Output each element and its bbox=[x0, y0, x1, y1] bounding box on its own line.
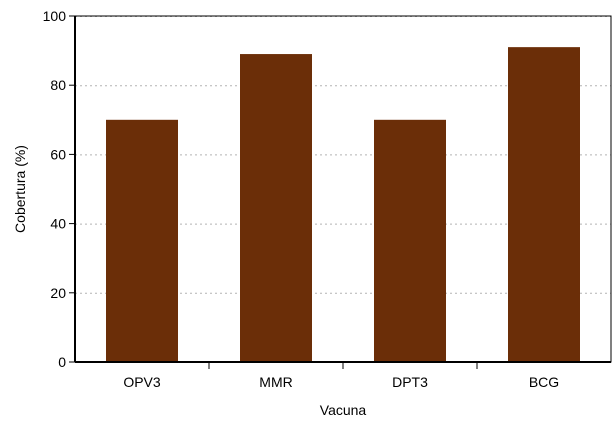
y-tick-label: 0 bbox=[58, 354, 66, 370]
y-axis-title: Cobertura (%) bbox=[12, 145, 28, 233]
bars bbox=[106, 47, 580, 363]
axes: 0 20 40 60 80 100 OPV3 MMR DPT3 BCG bbox=[43, 8, 612, 390]
bar-mmr bbox=[240, 54, 312, 363]
x-tick-label: DPT3 bbox=[392, 374, 428, 390]
y-tick-label: 20 bbox=[50, 285, 66, 301]
bar-dpt3 bbox=[374, 119, 446, 362]
y-tick-label: 40 bbox=[50, 216, 66, 232]
x-tick-label: MMR bbox=[259, 374, 292, 390]
x-tick-label: BCG bbox=[529, 374, 559, 390]
x-tick-label: OPV3 bbox=[123, 374, 161, 390]
y-tick-label: 80 bbox=[50, 77, 66, 93]
bar-bcg bbox=[508, 47, 580, 362]
bar-opv3 bbox=[106, 119, 178, 362]
y-tick-label: 60 bbox=[50, 146, 66, 162]
y-tick-label: 100 bbox=[43, 8, 67, 24]
x-axis-title: Vacuna bbox=[320, 402, 367, 418]
